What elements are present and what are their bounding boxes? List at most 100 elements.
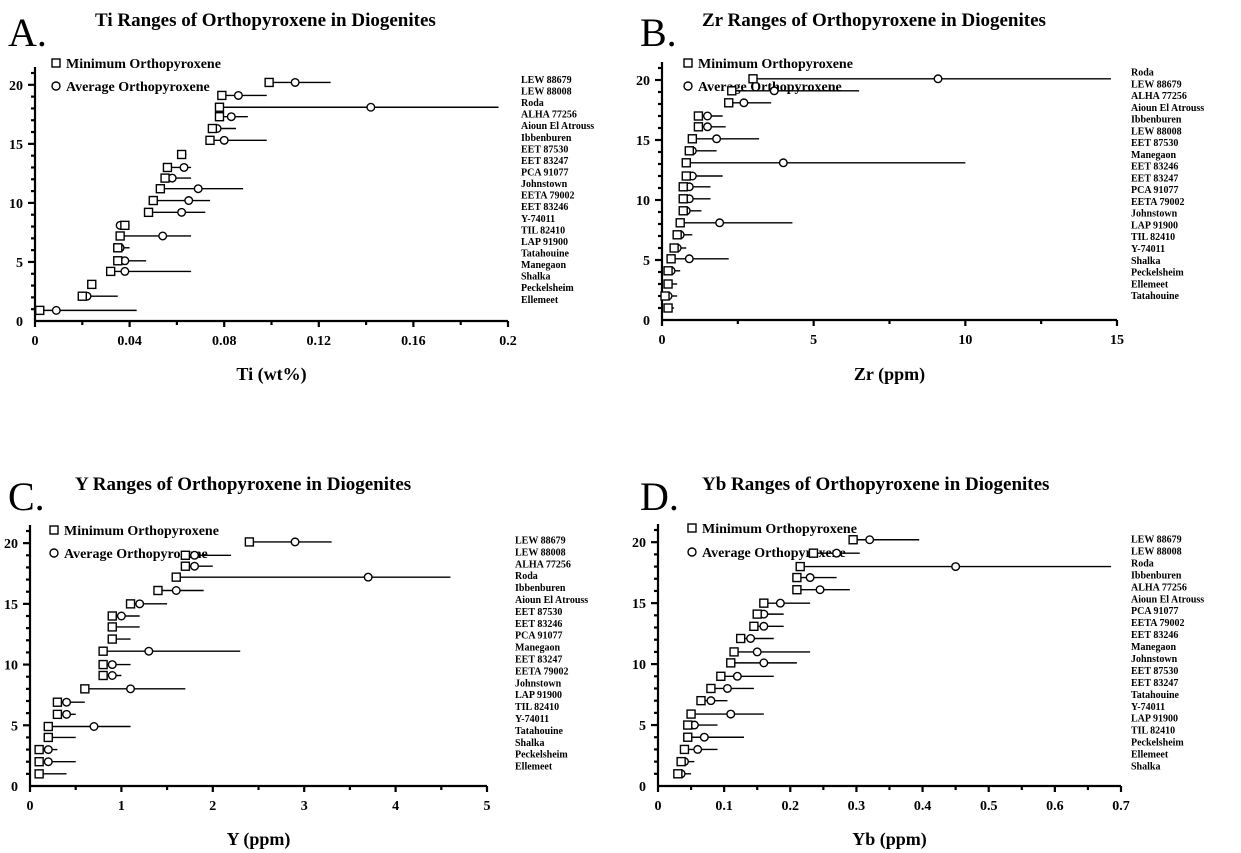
chart-3-average-point bbox=[759, 658, 769, 668]
chart-0-letter: A. bbox=[8, 10, 47, 55]
chart-0-meteorite-name: Shalka bbox=[521, 272, 550, 283]
chart-2-minimum-point bbox=[34, 769, 44, 779]
chart-0-minimum-point bbox=[115, 231, 125, 241]
chart-3-y-tick-label: 15 bbox=[632, 597, 646, 612]
chart-2-minimum-point bbox=[52, 709, 63, 720]
chart-2-x-tick-label: 1 bbox=[118, 799, 125, 814]
chart-1-minimum-point bbox=[666, 254, 676, 264]
chart-3-x-tick-label: 0.2 bbox=[782, 799, 800, 814]
chart-2-x-tick-label: 3 bbox=[301, 799, 308, 814]
chart-0-average-point bbox=[233, 90, 243, 100]
chart-0-average-point bbox=[366, 102, 376, 112]
chart-1-minimum-point bbox=[687, 134, 698, 144]
chart-0-meteorite-name: EET 83247 bbox=[521, 156, 568, 167]
chart-3-meteorite-name: ALHA 77256 bbox=[1131, 582, 1187, 593]
chart-2-average-point bbox=[190, 561, 200, 571]
chart-2-minimum-point bbox=[98, 646, 108, 656]
chart-1-letter: B. bbox=[640, 10, 677, 55]
chart-2-minimum-point bbox=[180, 561, 191, 571]
chart-3-meteorite-name: EET 87530 bbox=[1131, 666, 1178, 677]
chart-1-average-point bbox=[933, 74, 943, 84]
chart-0-y-tick-label: 5 bbox=[16, 256, 23, 271]
chart-3-x-label: Yb (ppm) bbox=[852, 829, 927, 850]
chart-2-x-tick-label: 5 bbox=[484, 799, 491, 814]
chart-3-average-point bbox=[726, 709, 736, 719]
chart-3-minimum-point bbox=[749, 621, 759, 632]
chart-3-meteorite-name: Shalka bbox=[1131, 762, 1160, 773]
chart-0-meteorite-name: EETA 79002 bbox=[521, 191, 574, 202]
chart-3-legend-square-marker bbox=[687, 523, 697, 533]
chart-2-y-tick-label: 15 bbox=[4, 598, 18, 613]
chart-1-y-tick-label: 20 bbox=[636, 74, 650, 89]
chart-2-minimum-point bbox=[43, 721, 53, 732]
chart-3-meteorite-name: LAP 91900 bbox=[1131, 714, 1178, 725]
chart-2-average-point bbox=[43, 757, 53, 767]
chart-1-x-tick-label: 15 bbox=[1110, 333, 1124, 348]
chart-2-meteorite-name: Manegaon bbox=[515, 643, 560, 654]
chart-2-average-point bbox=[363, 572, 373, 582]
chart-2-meteorite-name: ALHA 77256 bbox=[515, 559, 571, 570]
chart-0-average-point bbox=[290, 77, 300, 87]
chart-3-minimum-point bbox=[759, 598, 769, 608]
chart-0-meteorite-name: Roda bbox=[521, 98, 544, 109]
chart-2-meteorite-name: Tatahouine bbox=[515, 726, 564, 737]
chart-0-average-point bbox=[219, 135, 229, 145]
chart-3-y-tick-label: 0 bbox=[639, 780, 646, 795]
chart-3-meteorite-name: Manegaon bbox=[1131, 642, 1176, 653]
chart-1-average-point bbox=[712, 134, 722, 144]
chart-0-average-point bbox=[179, 162, 189, 172]
chart-1-y-tick-label: 5 bbox=[643, 254, 650, 269]
chart-2-minimum-point bbox=[107, 622, 117, 632]
chart-0-meteorite-name: Manegaon bbox=[521, 260, 566, 271]
chart-3-meteorite-name: LEW 88679 bbox=[1131, 535, 1182, 546]
chart-3-minimum-point bbox=[726, 658, 736, 668]
chart-1-meteorite-name: LAP 91900 bbox=[1131, 220, 1178, 231]
chart-0-average-point bbox=[184, 196, 194, 206]
chart-1-minimum-point bbox=[748, 74, 758, 84]
chart-2-minimum-point bbox=[244, 537, 255, 547]
chart-2-meteorite-name: LAP 91900 bbox=[515, 690, 562, 701]
chart-2-minimum-point bbox=[153, 585, 163, 596]
chart-0-meteorite-name: TIL 82410 bbox=[521, 225, 565, 236]
chart-3-minimum-point bbox=[706, 683, 716, 694]
chart-3-average-point bbox=[752, 647, 762, 657]
chart-0-legend-square-marker bbox=[51, 58, 61, 68]
chart-0-x-tick-label: 0.04 bbox=[117, 334, 142, 349]
chart-0-average-point bbox=[51, 305, 61, 315]
chart-2-meteorite-name: Y-74011 bbox=[515, 714, 549, 725]
chart-0-meteorite-name: Ibbenburen bbox=[521, 133, 572, 144]
chart-1-y-tick-label: 0 bbox=[643, 314, 650, 329]
chart-1-meteorite-name: Tatahouine bbox=[1131, 291, 1180, 302]
chart-2-meteorite-name: EET 83246 bbox=[515, 619, 562, 630]
chart-3-average-point bbox=[759, 621, 769, 631]
chart-1-meteorite-name: LEW 88008 bbox=[1131, 126, 1182, 137]
chart-0-meteorite-name: Tatahouine bbox=[521, 249, 570, 260]
chart-3-average-point bbox=[732, 671, 742, 681]
chart-3-minimum-point bbox=[716, 671, 726, 681]
chart-3-meteorite-name: Roda bbox=[1131, 558, 1154, 569]
chart-2-average-point bbox=[89, 722, 99, 732]
chart-2-average-point bbox=[171, 586, 181, 596]
chart-3-y-tick-label: 5 bbox=[639, 719, 646, 734]
chart-0-x-tick-label: 0.12 bbox=[307, 334, 332, 349]
chart-1-x-tick-label: 0 bbox=[659, 333, 666, 348]
chart-2-x-tick-label: 0 bbox=[27, 799, 34, 814]
chart-0-meteorite-name: ALHA 77256 bbox=[521, 110, 577, 121]
chart-1-minimum-point bbox=[681, 171, 691, 181]
chart-2-meteorite-name: Johnstown bbox=[515, 678, 562, 689]
chart-0-average-point bbox=[158, 231, 168, 241]
chart-2-x-tick-label: 2 bbox=[209, 799, 216, 814]
chart-1-meteorite-name: Ellemeet bbox=[1131, 279, 1169, 290]
chart-2-letter: C. bbox=[8, 474, 45, 519]
chart-2-meteorite-name: LEW 88679 bbox=[515, 536, 566, 547]
chart-3-minimum-point bbox=[735, 633, 746, 644]
chart-3-letter: D. bbox=[640, 474, 679, 519]
chart-2-minimum-point bbox=[34, 757, 44, 767]
chart-2-meteorite-name: EET 83247 bbox=[515, 655, 562, 666]
chart-1-minimum-point bbox=[678, 194, 688, 204]
chart-2-y-tick-label: 10 bbox=[4, 659, 18, 674]
chart-0-minimum-point bbox=[87, 279, 97, 290]
chart-2-y-tick-label: 0 bbox=[11, 780, 18, 795]
chart-1-average-point bbox=[684, 254, 694, 264]
